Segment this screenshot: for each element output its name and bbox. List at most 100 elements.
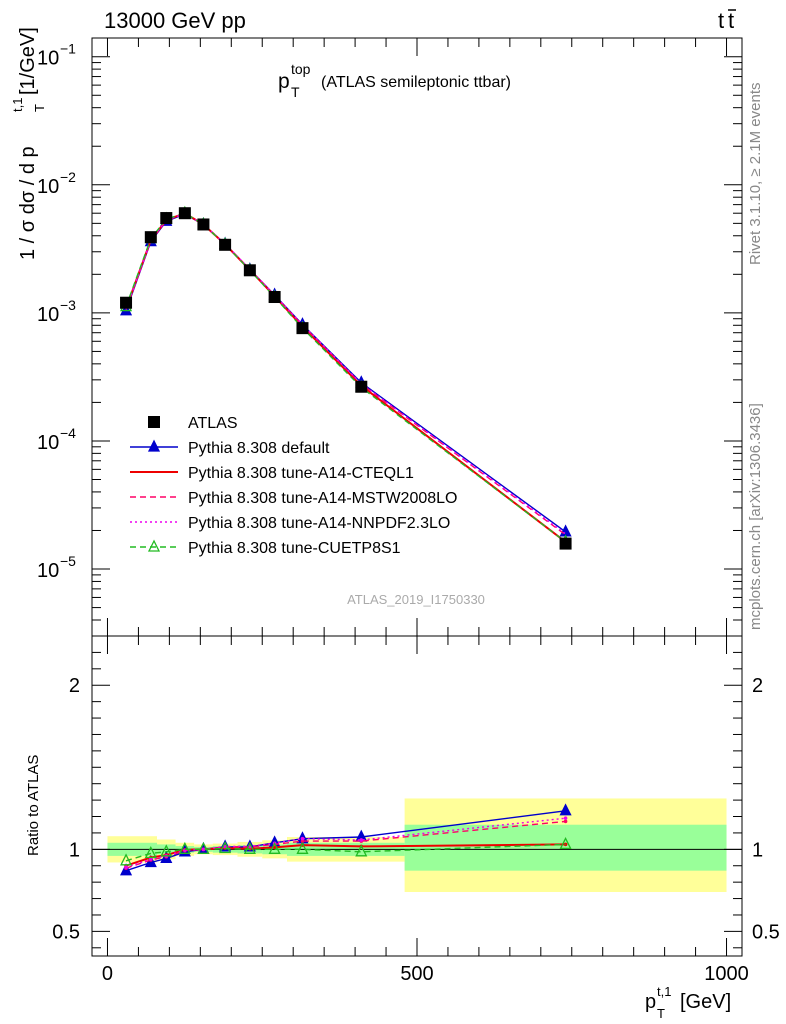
main-ytick-exp-3: −2 xyxy=(60,169,76,185)
main-point-1-10 xyxy=(559,524,572,537)
title-p: p xyxy=(278,70,290,93)
ratio-point-3-9 xyxy=(359,838,364,842)
analysis-id: ATLAS_2019_I1750330 xyxy=(347,592,485,607)
main-ytick-exp-4: −1 xyxy=(60,41,76,57)
main-series-line-1 xyxy=(125,213,567,533)
title-rest: (ATLAS semileptonic ttbar) xyxy=(321,74,511,91)
x-tick-label-1: 500 xyxy=(400,963,433,985)
main-point-0-5 xyxy=(219,238,232,251)
ratio-point-3-1 xyxy=(149,857,153,861)
ratio-ytick-label-left-0: 0.5 xyxy=(52,921,80,943)
ratio-point-4-10 xyxy=(559,836,572,850)
ratio-series-line-4 xyxy=(125,843,566,862)
legend-marker-1 xyxy=(147,439,161,452)
ratio-point-3-10 xyxy=(563,816,568,820)
ratio-frame xyxy=(91,635,743,957)
main-point-0-10 xyxy=(559,537,572,550)
x-tick-label-2: 1000 xyxy=(704,963,749,985)
main-ytick-exp-2: −3 xyxy=(60,297,76,313)
ylabel-sub: T xyxy=(32,104,47,112)
mcplots-label: mcplots.cern.ch [arXiv:1306.3436] xyxy=(747,403,764,630)
x-axis-label: p T t,1 [GeV] xyxy=(645,984,731,1021)
rivet-label: Rivet 3.1.10, ≥ 2.1M events xyxy=(747,83,764,266)
main-point-0-1 xyxy=(144,231,157,244)
main-series-line-3 xyxy=(125,212,567,536)
title-sub: T xyxy=(291,84,300,100)
title-sup: top xyxy=(291,61,311,77)
main-ytick-exp-1: −4 xyxy=(60,425,76,441)
ratio-point-3-0 xyxy=(124,865,128,870)
legend: ATLAS Pythia 8.308 default Pythia 8.308 tu… xyxy=(130,415,457,557)
ratio-point-2-8 xyxy=(300,839,305,843)
ratio-point-4-2 xyxy=(160,844,173,857)
main-point-0-2 xyxy=(160,212,173,225)
ratio-ytick-label-right-2: 2 xyxy=(752,675,763,697)
ratio-point-4-1 xyxy=(144,845,157,859)
ylabel-post: [1/GeV] xyxy=(17,27,39,95)
main-point-0-4 xyxy=(197,218,210,231)
main-point-1-0 xyxy=(119,303,133,316)
ylabel-pre: 1 / σ dσ / d p xyxy=(17,146,39,260)
legend-marker-5 xyxy=(147,539,161,552)
ratio-point-4-3 xyxy=(178,841,191,854)
main-series-3 xyxy=(125,212,567,536)
main-panel: 10−510−410−310−210−1 xyxy=(37,37,743,637)
main-point-0-8 xyxy=(296,322,309,335)
ratio-ytick-label-right-0: 0.5 xyxy=(752,921,780,943)
ratio-point-4-5 xyxy=(219,841,232,854)
ylabel-sup: t,1 xyxy=(10,98,25,112)
process-top: t xyxy=(718,8,724,33)
main-point-0-7 xyxy=(268,291,281,304)
main-ytick-label-1: 10 xyxy=(37,432,59,454)
xlabel-post: [GeV] xyxy=(680,991,731,1013)
main-series-0 xyxy=(120,207,572,550)
xlabel-sub: T xyxy=(657,1006,665,1021)
legend-label-4: Pythia 8.308 tune-A14-NNPDF2.3LO xyxy=(188,515,450,532)
xlabel-sup: t,1 xyxy=(657,984,671,999)
main-point-0-3 xyxy=(178,207,191,220)
collision-label: 13000 GeV pp xyxy=(104,8,246,33)
xlabel-pre: p xyxy=(645,991,656,1013)
legend-label-1: Pythia 8.308 default xyxy=(188,440,330,457)
ratio-ytick-label-right-1: 1 xyxy=(752,839,763,861)
legend-label-5: Pythia 8.308 tune-CUETP8S1 xyxy=(188,540,401,557)
main-point-0-9 xyxy=(355,380,368,393)
legend-label-2: Pythia 8.308 tune-A14-CTEQL1 xyxy=(188,465,414,482)
legend-item-0: ATLAS xyxy=(148,415,238,432)
legend-item-5: Pythia 8.308 tune-CUETP8S1 xyxy=(130,539,401,557)
main-point-0-6 xyxy=(243,264,256,277)
ratio-series-4 xyxy=(119,836,572,866)
ratio-ylabel: Ratio to ATLAS xyxy=(25,755,42,856)
ratio-point-4-8 xyxy=(296,841,309,854)
ratio-point-4-7 xyxy=(268,841,281,854)
main-point-0-0 xyxy=(120,296,133,309)
legend-item-4: Pythia 8.308 tune-A14-NNPDF2.3LO xyxy=(130,515,450,532)
process-label: t t xyxy=(718,8,736,33)
process-antitop: t xyxy=(728,8,734,33)
legend-item-3: Pythia 8.308 tune-A14-MSTW2008LO xyxy=(130,490,457,507)
ratio-series-3 xyxy=(124,816,568,870)
main-ylabel: 1 / σ dσ / d p T t,1 [1/GeV] xyxy=(10,27,47,260)
ratio-ytick-label-left-2: 2 xyxy=(69,675,80,697)
ratio-point-4-0 xyxy=(119,853,133,866)
legend-label-3: Pythia 8.308 tune-A14-MSTW2008LO xyxy=(188,490,457,507)
ratio-point-4-6 xyxy=(243,841,256,854)
legend-label-0: ATLAS xyxy=(188,415,238,432)
ratio-point-4-4 xyxy=(197,841,210,854)
main-ytick-label-0: 10 xyxy=(37,560,59,582)
main-ytick-label-2: 10 xyxy=(37,304,59,326)
main-ytick-label-4: 10 xyxy=(37,48,59,70)
ratio-point-3-8 xyxy=(300,836,305,841)
ratio-point-2-10 xyxy=(563,819,568,824)
main-series-4 xyxy=(125,212,567,535)
main-series-line-4 xyxy=(125,212,567,535)
ratio-ytick-label-left-1: 1 xyxy=(69,839,80,861)
plot-title: p T top (ATLAS semileptonic ttbar) xyxy=(278,61,511,100)
ratio-point-0-10 xyxy=(559,803,572,816)
legend-item-1: Pythia 8.308 default xyxy=(130,439,330,457)
legend-item-2: Pythia 8.308 tune-A14-CTEQL1 xyxy=(130,465,414,482)
x-tick-label-0: 0 xyxy=(102,963,113,985)
main-ytick-exp-0: −5 xyxy=(60,553,76,569)
